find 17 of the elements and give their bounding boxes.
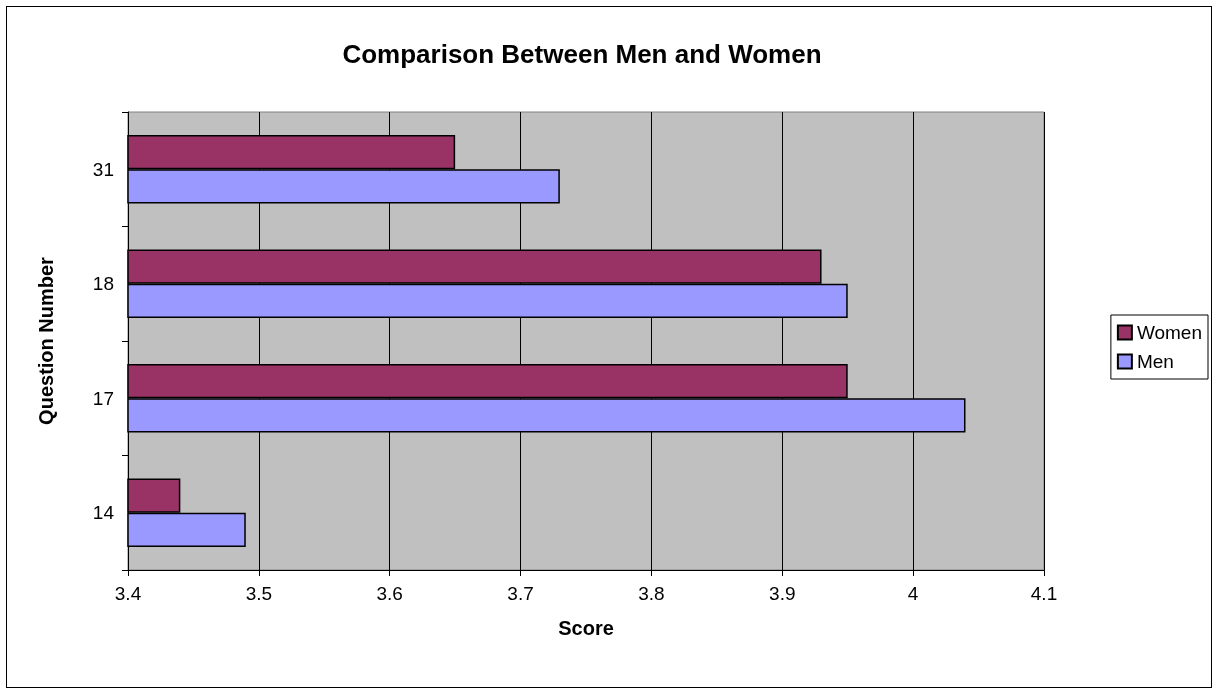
y-axis-title: Question Number	[35, 256, 57, 425]
x-tick-label: 3.5	[245, 583, 273, 604]
x-tick-label: 3.8	[638, 583, 665, 604]
chart-title: Comparison Between Men and Women	[342, 39, 822, 69]
x-tick-label: 3.7	[507, 583, 534, 604]
legend-label: Men	[1136, 351, 1174, 372]
y-tick-label: 18	[92, 273, 114, 295]
x-tick-label: 3.4	[114, 583, 142, 604]
y-tick-label: 31	[92, 158, 114, 180]
x-tick-label: 3.9	[769, 583, 796, 604]
y-tick-label: 14	[92, 502, 115, 524]
x-tick-label: 4	[907, 583, 919, 604]
legend-label: Women	[1136, 322, 1203, 343]
y-tick-label: 17	[92, 387, 114, 409]
x-axis-title: Score	[558, 617, 614, 639]
x-tick-label: 3.6	[376, 583, 403, 604]
x-tick-label: 4.1	[1030, 583, 1058, 604]
